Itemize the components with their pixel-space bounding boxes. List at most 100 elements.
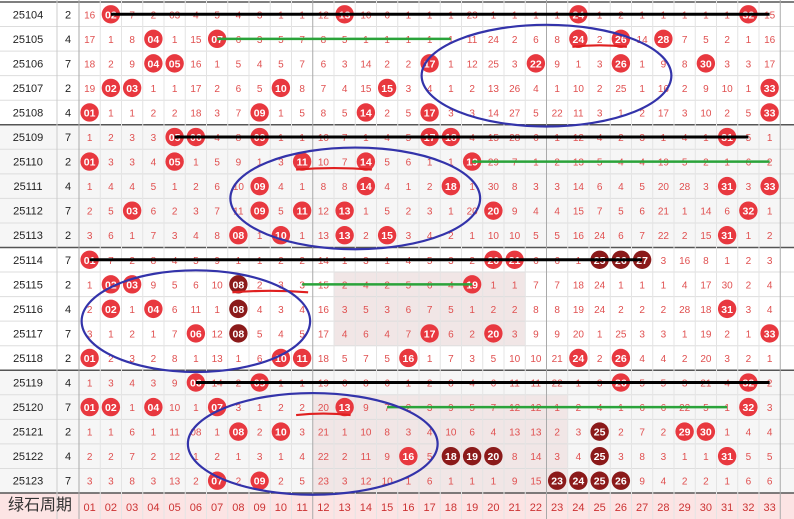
- missing-count: 15: [190, 35, 202, 46]
- ball-24: [569, 348, 588, 368]
- missing-count: 3: [299, 428, 305, 439]
- ball-01: [80, 348, 99, 368]
- missing-count: 30: [488, 182, 500, 193]
- ball-number: 32: [743, 402, 755, 414]
- missing-count: 6: [533, 35, 539, 46]
- missing-count: 2: [108, 133, 114, 144]
- missing-count: 22: [658, 231, 670, 242]
- ball-number: 14: [360, 107, 372, 119]
- ball-number: 20: [488, 206, 500, 218]
- missing-count: 2: [703, 477, 709, 488]
- ball-03: [122, 78, 142, 98]
- ball-08: [229, 226, 248, 245]
- column-header: 32: [742, 502, 754, 514]
- ball-number: 25: [594, 427, 606, 439]
- missing-count: 4: [257, 59, 263, 70]
- missing-count: 1: [108, 35, 114, 46]
- column-header: 16: [402, 502, 414, 514]
- missing-count: 2: [87, 452, 93, 463]
- issue-label: 25105: [13, 34, 44, 46]
- ball-number: 13: [339, 402, 351, 414]
- column-header: 13: [339, 502, 351, 514]
- ball-number: 10: [275, 83, 287, 95]
- ball-15: [377, 78, 397, 98]
- ball-number: 09: [254, 181, 266, 193]
- missing-count: 6: [236, 35, 242, 46]
- missing-count: 6: [321, 59, 327, 70]
- missing-count: 1: [682, 207, 688, 218]
- ball-number: 33: [764, 107, 776, 119]
- missing-count: 1: [427, 35, 433, 46]
- missing-count: 2: [129, 329, 135, 340]
- missing-count: 6: [172, 305, 178, 316]
- missing-count: 1: [682, 329, 688, 340]
- missing-count: 8: [554, 305, 560, 316]
- missing-count: 16: [658, 84, 670, 95]
- missing-count: 3: [597, 59, 603, 70]
- missing-count: 9: [363, 403, 369, 414]
- ball-07: [207, 397, 227, 417]
- missing-count: 4: [554, 207, 560, 218]
- missing-count: 1: [129, 403, 135, 414]
- missing-count: 3: [108, 158, 114, 169]
- missing-count: 9: [661, 59, 667, 70]
- ball-25: [590, 422, 609, 441]
- missing-count: 18: [190, 108, 202, 119]
- missing-count: 4: [639, 354, 645, 365]
- missing-count: 17: [190, 84, 202, 95]
- missing-count: 1: [682, 452, 688, 463]
- missing-count: 1: [236, 354, 242, 365]
- missing-count: 8: [321, 35, 327, 46]
- missing-count: 3: [512, 329, 518, 340]
- missing-count: 5: [214, 158, 220, 169]
- missing-count: 6: [193, 280, 199, 291]
- missing-count: 3: [597, 108, 603, 119]
- missing-count: 1: [278, 108, 284, 119]
- missing-count: 1: [299, 182, 305, 193]
- missing-count: 2: [618, 305, 624, 316]
- ball-number: 33: [764, 328, 776, 340]
- ball-08: [229, 299, 248, 319]
- missing-count: 2: [746, 354, 752, 365]
- ball-number: 29: [679, 427, 691, 439]
- missing-count: 2: [639, 108, 645, 119]
- missing-count: 2: [554, 158, 560, 169]
- missing-count: 10: [530, 354, 542, 365]
- missing-count: 3: [193, 207, 199, 218]
- missing-count: 5: [682, 158, 688, 169]
- ball-number: 04: [148, 402, 160, 414]
- missing-count: 20: [658, 182, 670, 193]
- missing-count: 5: [236, 59, 242, 70]
- missing-count: 5: [703, 35, 709, 46]
- missing-count: 8: [512, 182, 518, 193]
- missing-count: 11: [573, 108, 584, 119]
- missing-count: 20: [467, 207, 479, 218]
- ball-number: 03: [126, 206, 138, 218]
- ball-number: 24: [573, 34, 585, 46]
- missing-count: 3: [87, 231, 93, 242]
- ball-number: 09: [254, 206, 266, 218]
- missing-count: 1: [618, 280, 624, 291]
- column-header: 30: [700, 502, 712, 514]
- column-header: 14: [360, 502, 372, 514]
- missing-count: 5: [618, 207, 624, 218]
- missing-count: 6: [108, 231, 114, 242]
- missing-count: 3: [342, 305, 348, 316]
- missing-count: 3: [406, 231, 412, 242]
- missing-count: 3: [724, 59, 730, 70]
- missing-count: 3: [257, 452, 263, 463]
- ball-number: 17: [424, 107, 436, 119]
- missing-count: 23: [318, 477, 330, 488]
- missing-count: 3: [767, 256, 773, 267]
- missing-count: 7: [172, 329, 178, 340]
- ball-02: [101, 78, 121, 98]
- missing-count: 2: [299, 403, 305, 414]
- missing-count: 13: [169, 477, 181, 488]
- red-mark: [232, 289, 309, 294]
- missing-count: 9: [448, 403, 454, 414]
- column-header: 09: [254, 502, 266, 514]
- ball-02: [101, 397, 121, 417]
- ball-number: 27: [636, 255, 648, 267]
- missing-count: 12: [318, 207, 330, 218]
- ball-14: [356, 176, 376, 196]
